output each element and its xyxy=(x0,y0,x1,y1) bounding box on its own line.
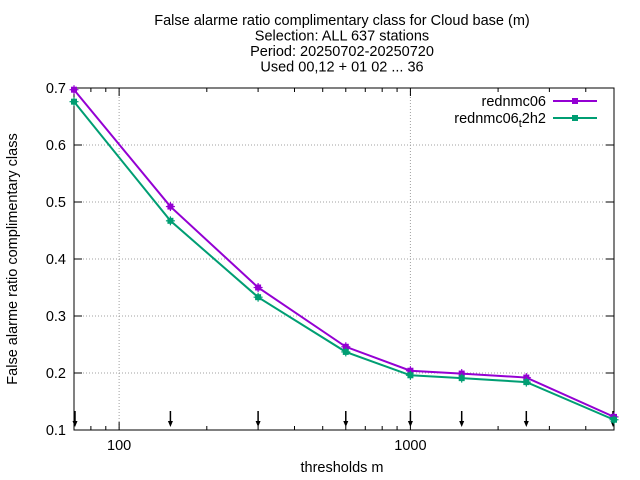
arrow-marker-head xyxy=(255,421,261,427)
y-tick-label: 0.1 xyxy=(46,423,66,439)
y-axis-label: False alarme ratio complimentary class xyxy=(5,133,21,384)
title-line: False alarme ratio complimentary class f… xyxy=(154,13,530,29)
arrow-marker-head xyxy=(523,421,529,427)
arrow-marker-head xyxy=(72,421,78,427)
legend-marker xyxy=(572,98,578,104)
series-line xyxy=(73,101,615,421)
y-tick-label: 0.3 xyxy=(46,309,66,325)
title-line: Used 00,12 + 01 02 ... 36 xyxy=(260,60,423,76)
legend-label: rednmc06 xyxy=(482,94,546,110)
y-tick-label: 0.7 xyxy=(46,81,66,97)
y-tick-label: 0.2 xyxy=(46,366,66,382)
series xyxy=(69,85,619,425)
arrow-marker-head xyxy=(343,421,349,427)
x-tick-label: 100 xyxy=(107,438,131,454)
title-line: Selection: ALL 637 stations xyxy=(255,29,429,45)
arrow-marker-head xyxy=(407,421,413,427)
grid xyxy=(74,88,614,430)
axes: 0.1 0.2 0.3 0.4 0.5 0.6 0.7 100 1000 xyxy=(46,81,614,454)
arrow-marker-head xyxy=(167,421,173,427)
y-tick-label: 0.6 xyxy=(46,138,66,154)
x-axis-label: thresholds m xyxy=(300,460,383,476)
legend-marker xyxy=(572,115,578,121)
y-tick-label: 0.4 xyxy=(46,252,66,268)
y-tick-label: 0.5 xyxy=(46,195,66,211)
title-line: Period: 20250702-20250720 xyxy=(250,44,434,60)
x-tick-label: 1000 xyxy=(394,438,426,454)
chart-title: False alarme ratio complimentary class f… xyxy=(154,13,530,76)
series-line xyxy=(73,89,615,418)
threshold-arrows xyxy=(72,411,616,427)
legend-label: rednmc06t2h2 xyxy=(454,111,546,130)
arrow-marker-head xyxy=(459,421,465,427)
